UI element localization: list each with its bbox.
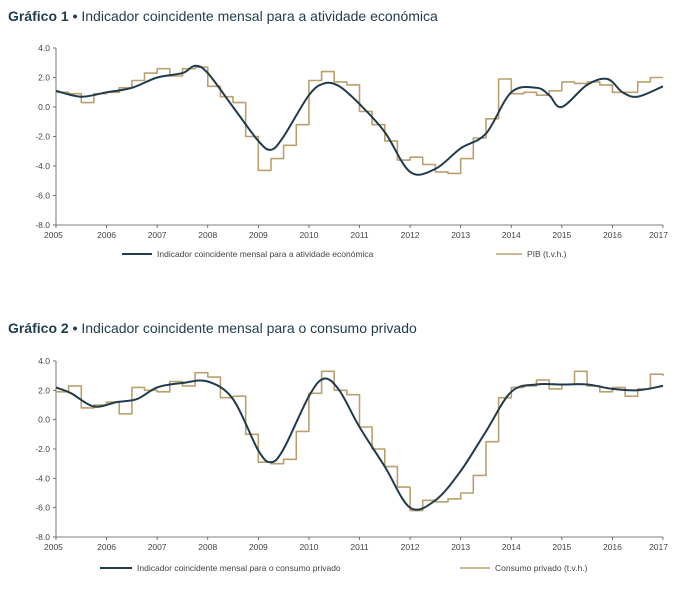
chart-2-y-tick-label: -2.0 [35, 444, 50, 454]
chart-1-x-tick-label: 2009 [249, 230, 268, 240]
chart-2-x-tick-label: 2008 [198, 542, 217, 552]
chart-2-x-tick-label: 2015 [552, 542, 571, 552]
chart-1-x-tick-label: 2010 [299, 230, 318, 240]
chart-1-x-tick-label: 2012 [401, 230, 420, 240]
chart-1-legend-label-1: Indicador coincidente mensal para a ativ… [157, 249, 374, 259]
chart-1-x-tick-label: 2011 [350, 230, 369, 240]
chart-1-x-tick-label: 2013 [451, 230, 470, 240]
chart-1-x-tick-label: 2015 [552, 230, 571, 240]
chart-1-x-tick-label: 2005 [44, 230, 63, 240]
chart-2-y-tick-label: -4.0 [35, 473, 50, 483]
chart-2-x-tick-label: 2014 [502, 542, 521, 552]
chart-2-x-tick-label: 2017 [649, 542, 668, 552]
chart-1-y-tick-label: -2.0 [35, 132, 50, 142]
chart-1-x-tick-label: 2017 [649, 230, 668, 240]
chart-2-x-tick-label: 2013 [451, 542, 470, 552]
chart-2-y-tick-label: -8.0 [35, 532, 50, 542]
chart-2-title-text: Indicador coincidente mensal para o cons… [81, 320, 417, 336]
chart-1-x-tick-label: 2016 [603, 230, 622, 240]
chart-2-legend-label-1: Indicador coincidente mensal para o cons… [137, 563, 341, 573]
chart-2-y-tick-label: 2.0 [38, 385, 50, 395]
chart-2-x-tick-label: 2005 [44, 542, 63, 552]
chart-1-series-smooth-line [55, 64, 664, 176]
chart-2-series-smooth-line [55, 377, 664, 511]
chart-1-x-tick-label: 2007 [148, 230, 167, 240]
chart-2-y-tick-label: 0.0 [38, 415, 50, 425]
chart-1-y-tick-label: 4.0 [38, 43, 50, 53]
chart-2-x-tick-label: 2006 [97, 542, 116, 552]
chart-1-series-step-line [56, 66, 663, 175]
chart-1-title: Gráfico 1 • Indicador coincidente mensal… [8, 8, 438, 24]
chart-2-x-tick-label: 2012 [401, 542, 420, 552]
chart-1: Gráfico 1 • Indicador coincidente mensal… [0, 0, 680, 290]
chart-1-legend-label-2: PIB (t.v.h.) [527, 249, 567, 259]
chart-1-x-tick-label: 2006 [97, 230, 116, 240]
chart-2-x-tick-label: 2007 [148, 542, 167, 552]
chart-2-y-tick-label: 4.0 [38, 356, 50, 366]
chart-2-title-prefix: Gráfico 2 • [8, 320, 78, 336]
chart-2-x-tick-label: 2010 [299, 542, 318, 552]
chart-1-x-tick-label: 2014 [502, 230, 521, 240]
chart-1-title-prefix: Gráfico 1 • [8, 8, 78, 24]
chart-1-x-tick-label: 2008 [198, 230, 217, 240]
chart-2-x-tick-label: 2009 [249, 542, 268, 552]
chart-2-y-tick-label: -6.0 [35, 503, 50, 513]
chart-1-y-tick-label: -6.0 [35, 191, 50, 201]
chart-2-legend-label-2: Consumo privado (t.v.h.) [495, 563, 588, 573]
chart-1-y-tick-label: 2.0 [38, 73, 50, 83]
chart-1-y-tick-label: -4.0 [35, 161, 50, 171]
chart-2: Gráfico 2 • Indicador coincidente mensal… [0, 312, 680, 599]
chart-2-title: Gráfico 2 • Indicador coincidente mensal… [8, 320, 417, 336]
chart-2-x-tick-label: 2011 [350, 542, 369, 552]
chart-1-y-tick-label: -8.0 [35, 220, 50, 230]
chart-1-title-text: Indicador coincidente mensal para a ativ… [81, 8, 438, 24]
chart-1-y-tick-label: 0.0 [38, 102, 50, 112]
chart-2-x-tick-label: 2016 [603, 542, 622, 552]
